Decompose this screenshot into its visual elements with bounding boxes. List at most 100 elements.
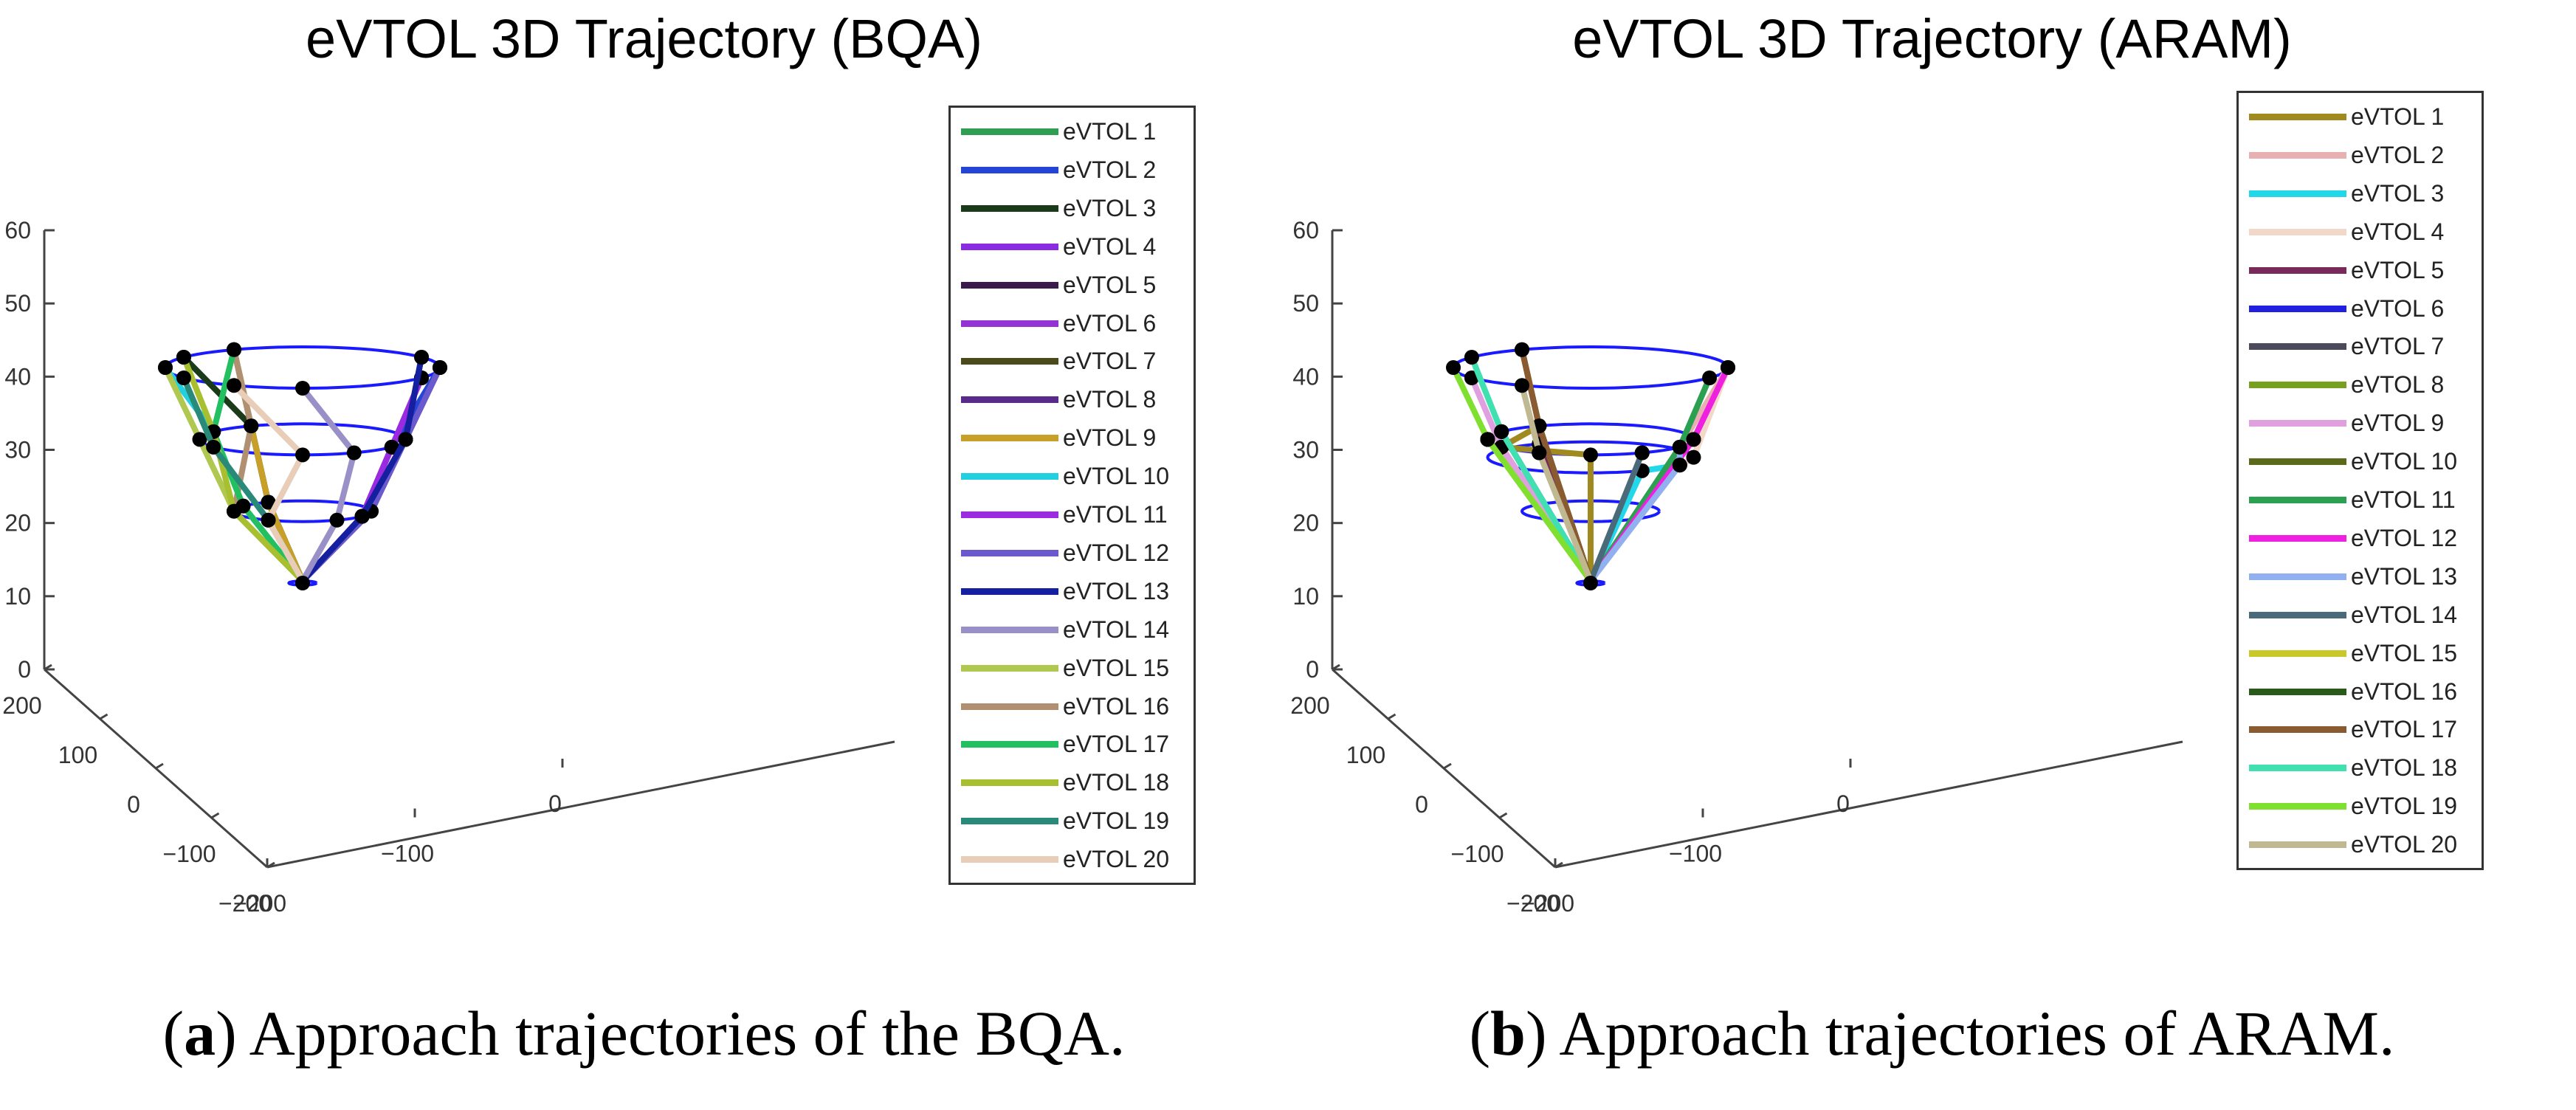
chart-panel-aram: eVTOL 3D Trajectory (ARAM) 0 10 20 30 40 50 60… (1288, 0, 2576, 1110)
z-tick-label: 60 (1292, 217, 1319, 244)
legend-label: eVTOL 16 (2351, 678, 2458, 705)
waypoint-marker (398, 432, 413, 447)
legend-item: eVTOL 12 (2239, 522, 2482, 559)
legend-item: eVTOL 11 (2239, 483, 2482, 520)
legend-item: eVTOL 14 (951, 613, 1194, 650)
legend-item: eVTOL 6 (2239, 292, 2482, 329)
waypoint-marker (227, 342, 241, 357)
legend-item: eVTOL 6 (951, 307, 1194, 344)
z-tick-label: 30 (1292, 437, 1319, 463)
legend-swatch (961, 166, 1058, 173)
y-tick-label: 100 (1346, 742, 1385, 768)
y-tick-label: 0 (127, 791, 140, 818)
waypoint-marker (227, 378, 241, 393)
legend-label: eVTOL 7 (2351, 333, 2445, 360)
x-tick-label: −100 (381, 841, 434, 867)
waypoint-marker (1634, 445, 1650, 461)
legend-swatch (961, 243, 1058, 250)
legend-label: eVTOL 16 (1063, 692, 1170, 720)
legend-swatch (2249, 726, 2346, 734)
legend-item: eVTOL 20 (2239, 828, 2482, 865)
legend-swatch (2249, 190, 2346, 197)
legend-item: eVTOL 16 (951, 690, 1194, 727)
caption-text: Approach trajectories of ARAM. (1559, 998, 2395, 1069)
legend-label: eVTOL 10 (2351, 448, 2458, 475)
legend-swatch (2249, 649, 2346, 657)
legend-label: eVTOL 8 (2351, 371, 2445, 399)
chart-legend: eVTOL 1 eVTOL 2 eVTOL 3 eVTOL 4 eVTOL 5 eVTOL… (2236, 91, 2484, 870)
y-tick-label: −200 (1506, 890, 1560, 917)
legend-swatch (2249, 611, 2346, 618)
waypoint-marker (1494, 424, 1509, 439)
waypoint-marker (329, 512, 345, 528)
chart-title: eVTOL 3D Trajectory (ARAM) (1572, 8, 2292, 69)
legend-label: eVTOL 19 (2351, 793, 2458, 820)
y-tick-label: −200 (218, 890, 272, 917)
x-tick-label: −100 (1669, 841, 1722, 867)
legend-label: eVTOL 18 (2351, 754, 2458, 782)
legend-item: eVTOL 8 (2239, 368, 2482, 405)
legend-swatch (961, 703, 1058, 710)
x-axis-line (1554, 740, 2183, 869)
legend-item: eVTOL 5 (951, 269, 1194, 306)
z-tick-label: 10 (1292, 583, 1319, 610)
legend-label: eVTOL 5 (1063, 271, 1157, 298)
legend-swatch (961, 587, 1058, 595)
y-tick-mark (1387, 713, 1397, 720)
x-tick-label: 0 (1836, 790, 1850, 817)
x-tick-label: 0 (548, 790, 562, 817)
z-tick-label: 20 (4, 510, 31, 537)
y-tick-label: 100 (58, 742, 97, 768)
legend-swatch (2249, 151, 2346, 159)
legend-label: eVTOL 6 (2351, 294, 2445, 322)
waypoint-marker (1702, 370, 1718, 385)
waypoint-marker (227, 503, 241, 519)
landing-point-marker (1583, 576, 1598, 590)
legend-label: eVTOL 17 (2351, 716, 2458, 743)
legend-swatch (961, 664, 1058, 672)
chart-title: eVTOL 3D Trajectory (BQA) (305, 8, 983, 69)
legend-item: eVTOL 1 (2239, 100, 2482, 137)
legend-label: eVTOL 15 (1063, 654, 1170, 681)
waypoint-marker (1532, 445, 1547, 461)
legend-label: eVTOL 10 (1063, 463, 1170, 490)
legend-item: eVTOL 11 (951, 498, 1194, 535)
legend-label: eVTOL 6 (1063, 309, 1157, 337)
legend-swatch (961, 549, 1058, 556)
waypoint-marker (433, 360, 447, 375)
legend-swatch (2249, 803, 2346, 810)
y-tick-mark (155, 762, 164, 770)
legend-label: eVTOL 14 (2351, 601, 2458, 628)
legend-label: eVTOL 1 (2351, 103, 2445, 130)
legend-label: eVTOL 17 (1063, 731, 1170, 758)
waypoint-marker (1672, 458, 1687, 473)
waypoint-marker (158, 360, 173, 375)
x-tick-label: −200 (1521, 890, 1574, 917)
x-tick-label: −200 (233, 890, 286, 917)
waypoint-marker (354, 509, 370, 524)
legend-item: eVTOL 3 (951, 192, 1194, 229)
waypoint-marker (295, 381, 310, 396)
waypoint-marker (261, 494, 276, 510)
legend-item: eVTOL 17 (2239, 713, 2482, 750)
legend-swatch (961, 358, 1058, 365)
series-line (300, 386, 357, 583)
legend-label: eVTOL 2 (2351, 141, 2445, 168)
legend-label: eVTOL 18 (1063, 769, 1170, 796)
legend-item: eVTOL 16 (2239, 675, 2482, 712)
waypoint-marker (244, 418, 259, 434)
legend-item: eVTOL 19 (951, 804, 1194, 841)
waypoint-marker (1480, 432, 1495, 447)
legend-item: eVTOL 17 (951, 728, 1194, 765)
legend-label: eVTOL 2 (1063, 156, 1157, 183)
series-line (232, 383, 306, 583)
z-tick-label: 50 (1292, 290, 1319, 317)
legend-item: eVTOL 7 (2239, 330, 2482, 367)
legend-swatch (2249, 266, 2346, 274)
legend-item: eVTOL 7 (951, 345, 1194, 382)
legend-swatch (961, 128, 1058, 135)
legend-swatch (2249, 497, 2346, 503)
waypoint-marker (1446, 360, 1461, 375)
